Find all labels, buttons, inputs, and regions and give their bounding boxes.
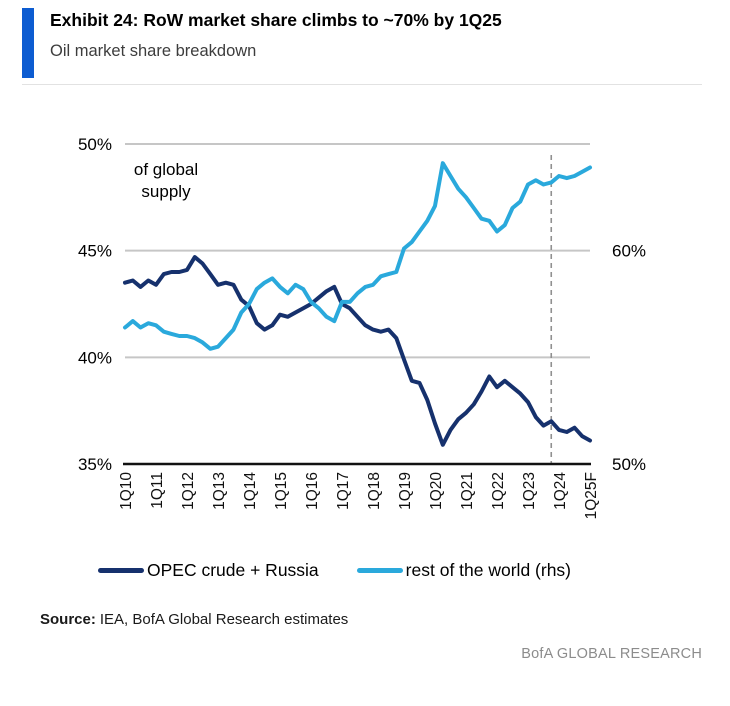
x-tick-label: 1Q14 (242, 472, 259, 510)
x-tick-label: 1Q20 (428, 472, 445, 510)
legend-item-row: rest of the world (rhs) (356, 560, 571, 581)
legend-label-opec: OPEC crude + Russia (147, 560, 319, 580)
exhibit-title: Exhibit 24: RoW market share climbs to ~… (50, 10, 502, 30)
x-tick-label: 1Q24 (552, 472, 569, 510)
x-tick-label: 1Q23 (521, 472, 538, 510)
x-tick-label: 1Q11 (149, 472, 166, 509)
opec-line (123, 255, 592, 447)
x-tick-label: 1Q12 (180, 472, 197, 510)
row-line (123, 161, 592, 351)
y-tick-label-left: 40% (78, 348, 112, 367)
x-tick-label: 1Q21 (459, 472, 476, 510)
x-tick-label: 1Q18 (366, 472, 383, 510)
x-tick-label: 1Q13 (211, 472, 228, 510)
x-tick-label: 1Q22 (490, 472, 507, 510)
y-tick-label-left: 45% (78, 242, 112, 261)
source-label: Source: (40, 611, 96, 628)
x-tick-label: 1Q25F (583, 472, 600, 519)
y-tick-label-right: 60% (612, 242, 646, 261)
source-text: IEA, BofA Global Research estimates (99, 611, 349, 628)
chart-area: 50% 45% 40% 35% 60% 50% 1Q10 1Q11 1Q12 1Q13 1Q14 1Q… (0, 113, 730, 558)
x-tick-label: 1Q19 (397, 472, 414, 510)
source-note: Source: IEA, BofA Global Research estimat… (40, 611, 730, 628)
x-tick-label: 1Q16 (304, 472, 321, 510)
x-tick-label: 1Q10 (118, 472, 135, 510)
accent-bar (22, 8, 34, 78)
row-line-swatch (356, 568, 403, 573)
x-tick-label: 1Q15 (273, 472, 290, 510)
line-chart: 50% 45% 40% 35% 60% 50% 1Q10 1Q11 1Q12 1Q13 1Q14 1Q… (78, 135, 646, 519)
y-tick-label-right: 50% (612, 455, 646, 474)
chart-legend: OPEC crude + Russia rest of the world (r… (98, 560, 730, 581)
brand-mark: BofA GLOBAL RESEARCH (521, 646, 702, 662)
legend-label-row: rest of the world (rhs) (405, 560, 571, 580)
opec-line-swatch (98, 568, 144, 573)
exhibit-header: Exhibit 24: RoW market share climbs to ~… (22, 8, 702, 85)
chart-subtitle: Oil market share breakdown (50, 42, 257, 60)
x-tick-label: 1Q17 (335, 472, 352, 510)
y-tick-label-left: 50% (78, 135, 112, 154)
legend-item-opec: OPEC crude + Russia (98, 560, 319, 581)
y-tick-label-left: 35% (78, 455, 112, 474)
axis-annotation: of global supply (133, 160, 199, 202)
